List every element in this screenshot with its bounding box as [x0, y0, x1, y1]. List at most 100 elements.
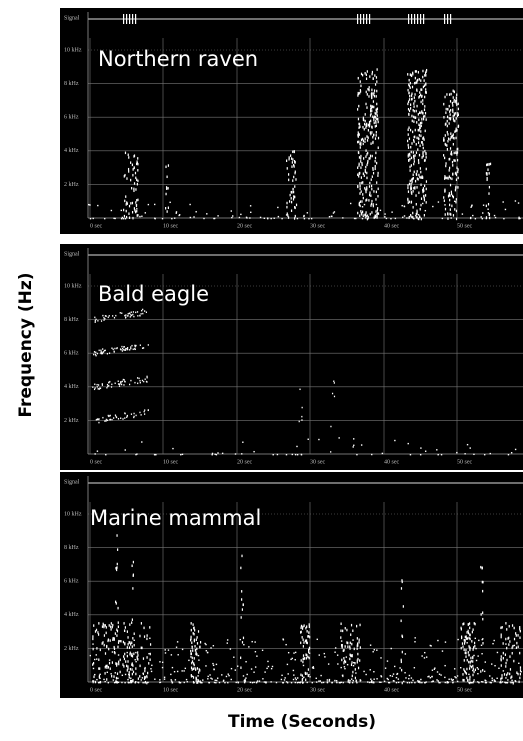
- spectrogram-texture: [263, 681, 266, 683]
- spectrogram-texture: [452, 214, 455, 217]
- spectrogram-texture: [300, 453, 302, 456]
- spectrogram-texture: [467, 631, 470, 635]
- spectrogram-panel: [60, 472, 523, 698]
- spectrogram-texture: [378, 681, 381, 683]
- spectrogram-texture: [500, 658, 502, 661]
- spectrogram-texture: [422, 151, 424, 154]
- spectrogram-texture: [131, 621, 133, 624]
- spectrogram-texture: [413, 667, 416, 669]
- spectrogram-texture: [418, 78, 420, 81]
- spectrogram-texture: [415, 194, 417, 197]
- spectrogram-texture: [135, 188, 137, 191]
- spectrogram-texture: [124, 217, 127, 220]
- spectrogram-texture: [235, 681, 237, 684]
- signal-texture: [366, 14, 368, 24]
- spectrogram-texture: [502, 670, 505, 672]
- spectrogram-texture: [350, 633, 352, 636]
- spectrogram-texture: [210, 677, 212, 679]
- spectrogram-texture: [416, 209, 418, 213]
- spectrogram-texture: [375, 134, 377, 137]
- spectrogram-texture: [420, 100, 422, 104]
- spectrogram-texture: [284, 677, 286, 679]
- spectrogram-texture: [240, 213, 242, 216]
- spectrogram-texture: [357, 151, 360, 154]
- spectrogram-texture: [431, 681, 433, 683]
- spectrogram-texture: [300, 630, 302, 634]
- spectrogram-texture: [496, 651, 499, 654]
- spectrogram-texture: [364, 187, 366, 190]
- spectrogram-texture: [277, 206, 279, 209]
- spectrogram-texture: [110, 625, 112, 629]
- spectrogram-texture: [136, 655, 138, 659]
- spectrogram-texture: [414, 681, 416, 684]
- spectrogram-texture: [367, 151, 369, 155]
- spectrogram-texture: [130, 679, 132, 683]
- time-tick-label: 0 sec: [90, 223, 102, 229]
- spectrogram-texture: [92, 663, 94, 666]
- spectrogram-texture: [420, 183, 422, 187]
- spectrogram-texture: [503, 217, 505, 220]
- spectrogram-texture: [344, 667, 346, 670]
- spectrogram-texture: [107, 638, 110, 641]
- spectrogram-texture: [508, 636, 510, 640]
- spectrogram-panel: [60, 8, 523, 234]
- spectrogram-texture: [407, 186, 409, 190]
- spectrogram-texture: [141, 646, 143, 650]
- spectrogram-texture: [394, 439, 396, 442]
- spectrogram-texture: [506, 658, 508, 662]
- spectrogram-texture: [511, 679, 513, 682]
- spectrogram-texture: [92, 635, 94, 638]
- spectrogram-texture: [347, 645, 349, 648]
- spectrogram-texture: [159, 661, 161, 663]
- spectrogram-texture: [347, 641, 349, 645]
- spectrogram-texture: [207, 678, 209, 680]
- spectrogram-texture: [463, 668, 465, 671]
- spectrogram-texture: [408, 98, 411, 101]
- spectrogram-texture: [414, 179, 417, 183]
- spectrogram-texture: [120, 382, 122, 384]
- spectrogram-texture: [130, 413, 133, 415]
- spectrogram-texture: [474, 668, 476, 672]
- spectrogram-texture: [374, 83, 377, 86]
- spectrogram-texture: [141, 379, 144, 382]
- spectrogram-texture: [365, 149, 367, 152]
- spectrogram-texture: [422, 187, 425, 190]
- spectrogram-texture: [456, 93, 458, 96]
- spectrogram-texture: [144, 413, 146, 415]
- spectrogram-texture: [371, 105, 373, 108]
- spectrogram-texture: [116, 672, 119, 675]
- spectrogram-texture: [191, 660, 194, 663]
- spectrogram-texture: [408, 200, 410, 204]
- spectrogram-texture: [427, 676, 429, 678]
- spectrogram-texture: [444, 664, 446, 667]
- spectrogram-texture: [517, 672, 519, 676]
- spectrogram-texture: [412, 176, 414, 180]
- spectrogram-texture: [111, 383, 113, 386]
- spectrogram-texture: [340, 636, 342, 639]
- spectrogram-texture: [356, 660, 358, 664]
- spectrogram-texture: [306, 654, 308, 657]
- spectrogram-texture: [416, 104, 418, 108]
- spectrogram-texture: [416, 173, 418, 176]
- spectrogram-texture: [418, 217, 420, 221]
- spectrogram-texture: [350, 678, 353, 680]
- spectrogram-texture: [376, 181, 378, 184]
- spectrogram-texture: [294, 677, 297, 679]
- spectrogram-texture: [132, 574, 134, 578]
- spectrogram-texture: [469, 447, 471, 449]
- spectrogram-texture: [371, 125, 373, 129]
- signal-texture: [123, 14, 125, 24]
- spectrogram-texture: [413, 102, 415, 105]
- spectrogram-texture: [122, 378, 124, 381]
- spectrogram-texture: [519, 672, 521, 676]
- spectrogram-texture: [385, 217, 388, 220]
- time-tick-label: 10 sec: [163, 223, 178, 229]
- spectrogram-texture: [248, 646, 250, 648]
- spectrogram-texture: [421, 141, 423, 144]
- spectrogram-texture: [345, 656, 348, 658]
- spectrogram-texture: [482, 681, 484, 683]
- panel-label: Marine mammal: [90, 506, 261, 530]
- spectrogram-texture: [199, 680, 201, 683]
- spectrogram-texture: [342, 217, 344, 219]
- spectrogram-texture: [481, 638, 483, 641]
